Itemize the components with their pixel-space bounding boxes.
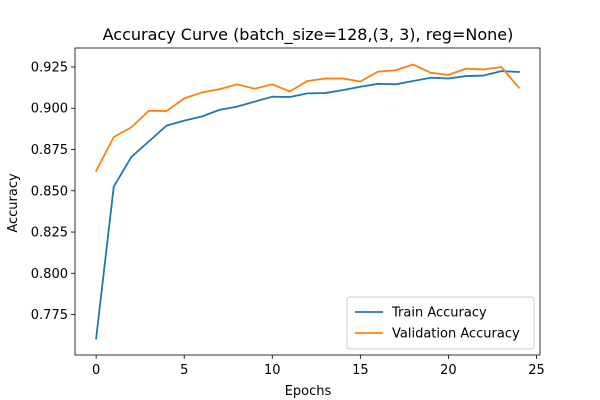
- y-tick-label: 0.925: [31, 60, 68, 75]
- x-axis-ticks: 0 5 10 15 20 25: [92, 355, 545, 378]
- y-tick-label: 0.775: [31, 308, 68, 323]
- x-tick-label: 15: [352, 363, 369, 378]
- x-tick-label: 20: [440, 363, 457, 378]
- chart-title: Accuracy Curve (batch_size=128,(3, 3), r…: [103, 25, 514, 45]
- x-tick-label: 10: [264, 363, 281, 378]
- y-axis-ticks: 0.775 0.800 0.825 0.850 0.875 0.900 0.925: [31, 60, 75, 323]
- y-tick-label: 0.850: [31, 184, 68, 199]
- legend-label: Train Accuracy: [391, 306, 487, 321]
- y-tick-label: 0.825: [31, 226, 68, 241]
- x-axis-label: Epochs: [285, 384, 332, 399]
- y-axis-label: Accuracy: [6, 173, 21, 233]
- x-tick-label: 0: [92, 363, 100, 378]
- legend: Train Accuracy Validation Accuracy: [346, 296, 535, 350]
- y-tick-label: 0.875: [31, 143, 68, 158]
- plot-area: [74, 47, 541, 356]
- x-tick-label: 25: [528, 363, 545, 378]
- y-tick-label: 0.800: [31, 267, 68, 282]
- y-tick-label: 0.900: [31, 102, 68, 117]
- x-tick-label: 5: [180, 363, 188, 378]
- series-line-1: [94, 63, 521, 173]
- plot-frame: [74, 47, 541, 356]
- legend-label: Validation Accuracy: [392, 327, 520, 342]
- series-layer: [94, 63, 521, 340]
- legend-box: [346, 296, 535, 350]
- series-line-0: [95, 70, 520, 340]
